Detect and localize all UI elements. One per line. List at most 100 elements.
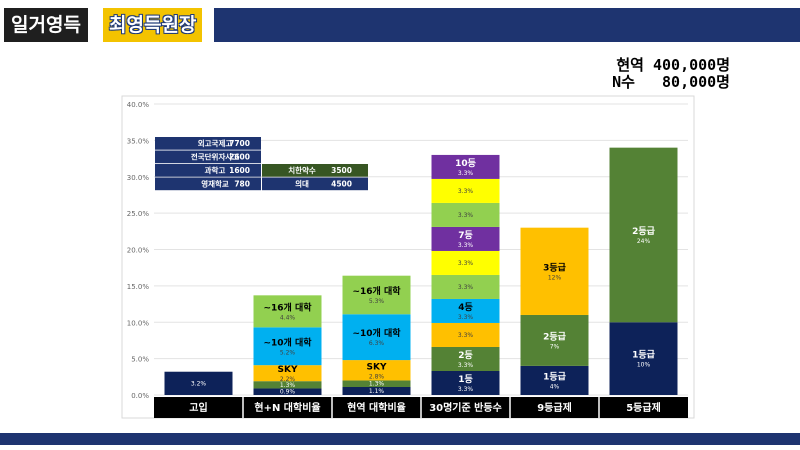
segment-label: 7등 bbox=[458, 230, 473, 241]
info-table-row bbox=[262, 177, 368, 191]
segment-value-label: 1.3% bbox=[369, 381, 385, 388]
bar-segment bbox=[431, 250, 500, 275]
logo-ilgeo: 일거영득 bbox=[4, 8, 88, 42]
segment-label: ~10개 대학 bbox=[263, 336, 312, 348]
segment-value-label: 1.3% bbox=[280, 382, 296, 389]
segment-value-label: 3.3% bbox=[458, 188, 474, 195]
bar-segment bbox=[342, 386, 411, 395]
info-table-row bbox=[155, 164, 261, 177]
segment-value-label: 3.3% bbox=[458, 212, 474, 219]
info-table-value: 1600 bbox=[229, 166, 250, 175]
info-table-row bbox=[155, 137, 261, 150]
segment-value-label: 3.3% bbox=[458, 314, 474, 321]
segment-value-label: 4% bbox=[550, 383, 560, 390]
bar-segment bbox=[431, 202, 500, 227]
x-category-label: 현+N 대학비율 bbox=[254, 401, 320, 414]
bar-segment bbox=[431, 370, 500, 395]
segment-value-label: 5.2% bbox=[280, 349, 296, 356]
bottom-bar bbox=[0, 433, 800, 445]
x-category-label: 9등급제 bbox=[537, 401, 572, 414]
segment-label: ~16개 대학 bbox=[263, 301, 312, 313]
bar-segment bbox=[431, 178, 500, 203]
info-table-row bbox=[155, 150, 261, 164]
bar-segment bbox=[253, 295, 322, 328]
info-table-value: 2600 bbox=[229, 153, 250, 162]
y-tick-label: 15.0% bbox=[127, 283, 150, 291]
segment-value-label: 3.3% bbox=[458, 242, 474, 249]
bar-segment bbox=[342, 314, 411, 361]
segment-value-label: 3.3% bbox=[458, 332, 474, 339]
segment-label: SKY bbox=[278, 365, 298, 375]
bar-segment bbox=[253, 388, 322, 395]
y-tick-label: 5.0% bbox=[131, 356, 149, 364]
segment-value-label: 2.2% bbox=[280, 376, 296, 383]
segment-value-label: 3.3% bbox=[458, 284, 474, 291]
top-bar: 일거영득 최영득원장 bbox=[0, 8, 800, 42]
segment-label: ~10개 대학 bbox=[352, 327, 401, 339]
info-table-key: 전국단위자사고 bbox=[191, 152, 239, 162]
segment-value-label: 5.3% bbox=[369, 298, 385, 305]
bar-segment bbox=[609, 322, 678, 395]
info-table-value: 3500 bbox=[331, 166, 352, 175]
y-tick-label: 40.0% bbox=[127, 101, 150, 109]
bar-segment bbox=[431, 274, 500, 299]
segment-label: 1등급 bbox=[543, 371, 567, 382]
bar-segment bbox=[342, 275, 411, 315]
bar-segment bbox=[253, 381, 322, 389]
segment-label: 1등 bbox=[458, 374, 473, 385]
segment-value-label: 1.1% bbox=[369, 388, 385, 395]
segment-value-label: 0.9% bbox=[280, 389, 296, 396]
bar-segment bbox=[431, 298, 500, 323]
y-tick-label: 25.0% bbox=[127, 210, 150, 218]
segment-label: 2등급 bbox=[543, 331, 567, 342]
bar-segment bbox=[431, 226, 500, 251]
segment-label: SKY bbox=[367, 362, 387, 372]
info-table-value: 780 bbox=[234, 180, 250, 189]
segment-label: ~16개 대학 bbox=[352, 285, 401, 297]
x-category-label: 30명기준 반등수 bbox=[429, 401, 502, 414]
info-table-row bbox=[155, 177, 261, 191]
bar-segment bbox=[520, 365, 589, 395]
x-category-label: 5등급제 bbox=[626, 401, 661, 414]
y-tick-label: 20.0% bbox=[127, 247, 150, 255]
segment-label: 4등 bbox=[458, 302, 473, 313]
bar-segment bbox=[253, 327, 322, 366]
logo-teacher-name: 최영득원장 bbox=[103, 8, 203, 42]
segment-value-label: 7% bbox=[550, 343, 560, 350]
bar-segment bbox=[431, 346, 500, 371]
population-summary: 현역 400,000명 N수 80,000명 bbox=[560, 57, 730, 91]
bar-segment bbox=[431, 322, 500, 347]
segment-value-label: 3.3% bbox=[458, 386, 474, 393]
x-category-label: 고입 bbox=[189, 401, 207, 414]
segment-value-label: 2.8% bbox=[369, 373, 385, 380]
segment-value-label: 10% bbox=[637, 362, 651, 369]
segment-value-label: 12% bbox=[548, 274, 562, 281]
segment-value-label: 3.2% bbox=[191, 380, 207, 387]
bar-segment bbox=[431, 154, 500, 179]
segment-value-label: 3.3% bbox=[458, 362, 474, 369]
info-table-key: 영재학교 bbox=[201, 179, 229, 189]
y-tick-label: 10.0% bbox=[127, 319, 150, 327]
info-table-key: 의대 bbox=[295, 179, 309, 189]
segment-label: 3등급 bbox=[543, 262, 567, 273]
segment-label: 1등급 bbox=[632, 350, 656, 361]
bar-segment bbox=[253, 365, 322, 382]
bar-segment bbox=[342, 380, 411, 387]
info-table-row bbox=[262, 164, 368, 177]
info-table-value: 4500 bbox=[331, 180, 352, 189]
header-band bbox=[214, 8, 800, 42]
segment-value-label: 6.3% bbox=[369, 340, 385, 347]
info-table-value: 7700 bbox=[229, 139, 250, 148]
bar-segment bbox=[520, 314, 589, 366]
y-tick-label: 0.0% bbox=[131, 392, 149, 400]
bar-segment bbox=[609, 147, 678, 323]
bar-segment bbox=[520, 227, 589, 315]
bar-segment bbox=[164, 371, 233, 395]
segment-value-label: 3.3% bbox=[458, 260, 474, 267]
x-category-label: 현역 대학비율 bbox=[347, 401, 406, 414]
info-table-key: 과학고 bbox=[205, 165, 226, 175]
segment-label: 2등급 bbox=[632, 226, 656, 237]
y-tick-label: 30.0% bbox=[127, 174, 150, 182]
segment-label: 10등 bbox=[455, 158, 476, 169]
info-table-key: 치한약수 bbox=[288, 165, 316, 175]
